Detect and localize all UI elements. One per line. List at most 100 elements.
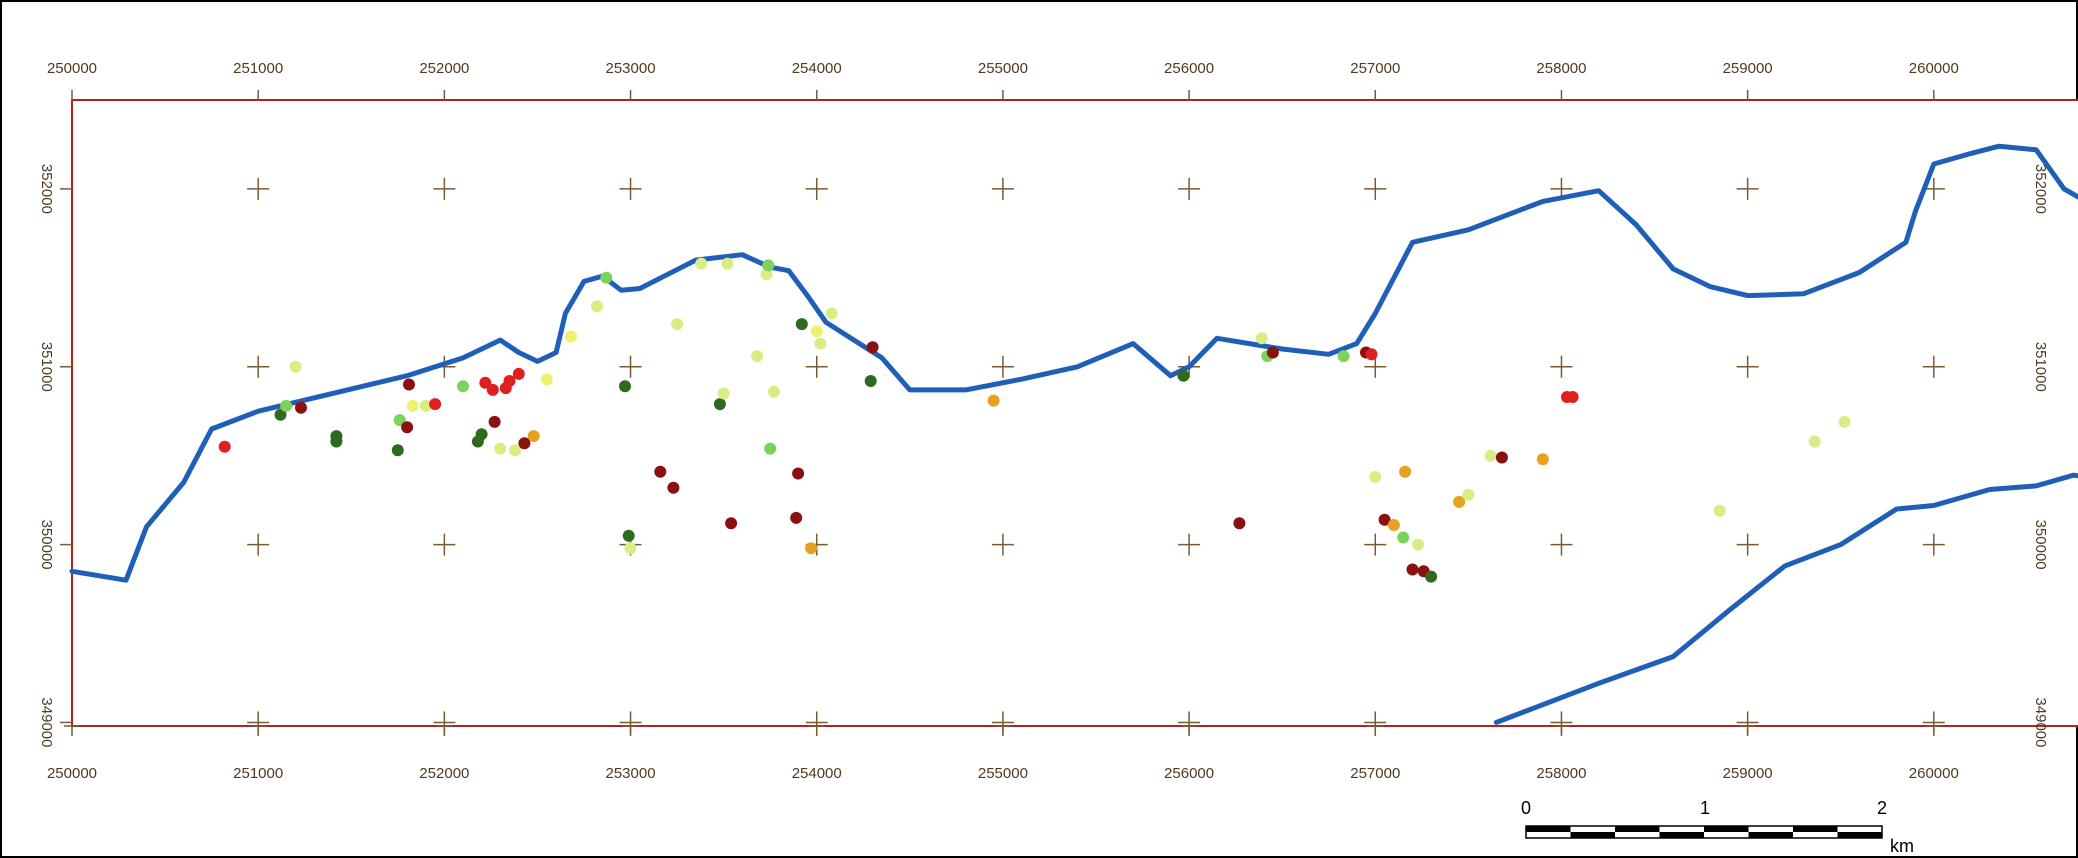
sample-point xyxy=(295,401,307,414)
y-tick-label-right: 350000 xyxy=(2032,520,2049,570)
sample-point xyxy=(667,481,680,494)
sample-point xyxy=(403,378,415,391)
x-tick-label-bottom: 256000 xyxy=(1164,765,1214,782)
x-tick-label-bottom: 255000 xyxy=(978,765,1028,782)
sample-point xyxy=(1536,453,1549,466)
sample-point xyxy=(1369,471,1382,483)
y-tick-label-left: 349000 xyxy=(38,697,55,747)
scale-bar-segment xyxy=(1615,826,1660,832)
sample-point xyxy=(527,430,540,443)
sample-point xyxy=(274,408,287,421)
scale-bar-segment xyxy=(1793,826,1838,832)
scale-bar-segment xyxy=(1748,832,1793,838)
x-tick-label-bottom: 260000 xyxy=(1909,765,1959,782)
x-tick-label-top: 253000 xyxy=(606,60,656,77)
river-lines xyxy=(69,143,2078,725)
sample-point xyxy=(1838,415,1851,428)
sample-point xyxy=(475,428,488,441)
sample-point xyxy=(280,399,293,412)
sample-point xyxy=(1406,563,1419,576)
map-frame xyxy=(71,99,2078,727)
sample-point xyxy=(429,398,442,411)
sample-point xyxy=(1397,531,1410,544)
sample-point xyxy=(393,414,406,427)
x-tick-label-bottom: 259000 xyxy=(1723,765,1773,782)
sample-point xyxy=(654,465,667,478)
sample-point xyxy=(751,350,764,363)
sample-point xyxy=(721,257,734,270)
sample-point xyxy=(218,440,231,453)
sample-point xyxy=(764,442,777,455)
sample-point xyxy=(419,399,432,412)
sample-point xyxy=(622,529,635,542)
x-tick-label-top: 252000 xyxy=(419,60,469,77)
sample-point xyxy=(457,380,469,393)
x-tick-label-top: 255000 xyxy=(978,60,1028,77)
sample-point xyxy=(814,337,827,350)
x-tick-label-top: 258000 xyxy=(1536,60,1586,77)
frame-ticks xyxy=(60,90,1942,736)
y-tick-label-right: 351000 xyxy=(2032,342,2049,392)
y-tick-label-left: 350000 xyxy=(38,520,55,570)
sample-point xyxy=(767,385,780,398)
sample-point xyxy=(1453,495,1466,508)
sample-point xyxy=(619,380,631,393)
x-tick-label-top: 254000 xyxy=(792,60,842,77)
sample-point xyxy=(406,399,419,412)
sample-point xyxy=(795,318,808,331)
sample-point xyxy=(864,375,877,387)
sample-point xyxy=(987,394,1000,407)
sample-point xyxy=(565,330,577,343)
sample-point xyxy=(401,421,414,434)
sample-point xyxy=(494,442,507,455)
sample-point xyxy=(1808,435,1821,448)
sample-point xyxy=(488,415,501,428)
x-tick-label-bottom: 252000 xyxy=(419,765,469,782)
sample-point xyxy=(1425,570,1438,583)
sample-point xyxy=(1495,451,1508,464)
sample-point xyxy=(1255,332,1268,345)
x-tick-label-bottom: 257000 xyxy=(1350,765,1400,782)
sample-point xyxy=(591,300,603,313)
sample-point xyxy=(600,271,613,284)
coordinate-labels: 250000 250000 251000 251000 252000 252000 2530… xyxy=(38,60,2049,782)
sample-point xyxy=(1566,391,1579,403)
scale-bar: 0 1 2 km xyxy=(1521,798,1914,856)
y-tick-label-right: 349000 xyxy=(2032,697,2049,747)
sample-point xyxy=(1399,465,1412,478)
scale-bar-segment xyxy=(1704,826,1749,832)
sample-point xyxy=(330,430,343,443)
scale-bar-segment xyxy=(1659,832,1704,838)
sample-point xyxy=(825,307,838,320)
scale-label-1: 1 xyxy=(1700,798,1710,818)
sample-point xyxy=(1266,346,1279,359)
y-tick-label-left: 352000 xyxy=(38,164,55,214)
x-tick-label-top: 257000 xyxy=(1350,60,1400,77)
y-tick-label-right: 352000 xyxy=(2032,164,2049,214)
river-south xyxy=(1493,472,2078,725)
sample-point xyxy=(486,383,499,396)
sample-point xyxy=(805,542,818,555)
sample-point xyxy=(391,444,404,457)
scale-bar-segment xyxy=(1570,832,1615,838)
sample-point xyxy=(1378,513,1391,526)
y-tick-label-left: 351000 xyxy=(38,342,55,392)
scale-bar-segment xyxy=(1526,826,1571,832)
x-tick-label-bottom: 250000 xyxy=(47,765,97,782)
sample-point xyxy=(1177,369,1190,382)
sample-point xyxy=(762,259,775,272)
sample-point xyxy=(1387,519,1400,531)
x-tick-label-top: 251000 xyxy=(233,60,283,77)
sample-point xyxy=(866,341,879,354)
x-tick-label-top: 259000 xyxy=(1723,60,1773,77)
river-north xyxy=(69,143,2078,583)
x-tick-label-top: 250000 xyxy=(47,60,97,77)
sample-point xyxy=(717,387,730,400)
scale-unit-label: km xyxy=(1890,836,1914,856)
sample-points xyxy=(218,257,1851,583)
sample-point xyxy=(1337,350,1350,363)
sample-point xyxy=(1412,538,1425,551)
x-tick-label-top: 256000 xyxy=(1164,60,1214,77)
sample-point xyxy=(479,376,492,389)
scale-segments xyxy=(1525,825,1883,839)
